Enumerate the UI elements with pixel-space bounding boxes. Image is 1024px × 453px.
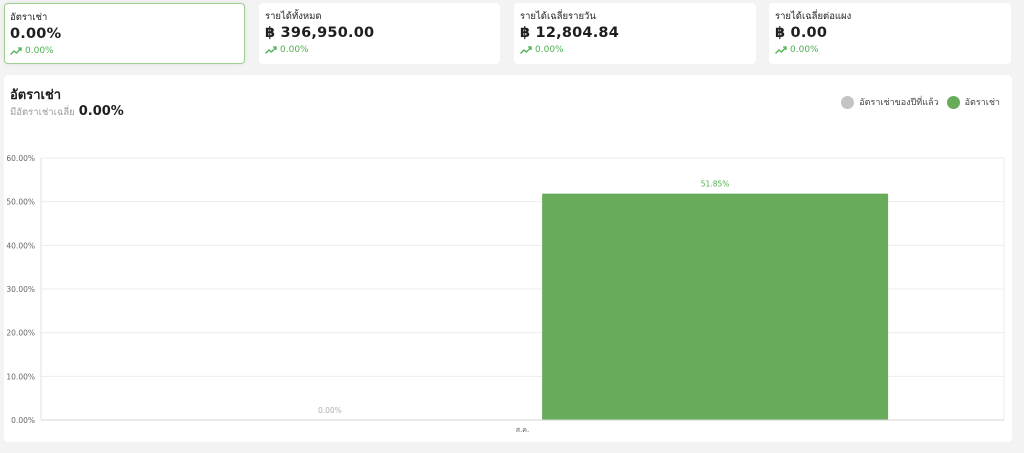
card-change-value: 0.00% bbox=[535, 45, 564, 55]
card-value: ฿ 12,804.84 bbox=[520, 25, 619, 41]
y-tick-label: 50.00% bbox=[6, 198, 35, 207]
card-change: 0.00% bbox=[775, 44, 1005, 56]
card-change-value: 0.00% bbox=[280, 45, 309, 55]
legend-label: อัตราเช่าของปีที่แล้ว bbox=[859, 98, 939, 108]
card-value: ฿ 396,950.00 bbox=[265, 25, 375, 41]
legend-label: อัตราเช่า bbox=[964, 98, 1000, 108]
average-occupancy: มีอัตราเช่าเฉลี่ย 0.00% bbox=[10, 104, 124, 120]
data-label: 51.85% bbox=[701, 180, 730, 189]
y-tick-label: 60.00% bbox=[6, 154, 35, 163]
card-average-revenue-per-stall[interactable]: รายได้เฉลี่ยต่อแผง ฿ 0.00 0.00% bbox=[769, 3, 1011, 64]
data-label: 0.00% bbox=[318, 406, 342, 415]
card-label: รายได้ทั้งหมด bbox=[265, 11, 322, 22]
legend-dot-icon bbox=[946, 95, 960, 109]
trending-up-icon bbox=[520, 46, 532, 54]
legend-item-current[interactable]: อัตราเช่า bbox=[946, 95, 1000, 109]
average-label: มีอัตราเช่าเฉลี่ย bbox=[10, 107, 75, 118]
card-change-value: 0.00% bbox=[25, 46, 54, 56]
average-value: 0.00% bbox=[78, 104, 124, 119]
panel-title: อัตราเช่า bbox=[10, 88, 62, 103]
y-tick-label: 30.00% bbox=[6, 285, 35, 294]
card-change: 0.00% bbox=[265, 44, 494, 56]
trending-up-icon bbox=[775, 46, 787, 54]
card-total-revenue[interactable]: รายได้ทั้งหมด ฿ 396,950.00 0.00% bbox=[259, 3, 500, 64]
card-value: ฿ 0.00 bbox=[775, 25, 828, 41]
card-occupancy-rate[interactable]: อัตราเช่า 0.00% 0.00% bbox=[4, 3, 245, 64]
y-tick-label: 20.00% bbox=[6, 329, 35, 338]
occupancy-bar-chart: 0.00% 10.00% 20.00% 30.00% 40.00% 50.00% 60.00… bbox=[6, 154, 1005, 434]
occupancy-chart-panel: อัตราเช่า มีอัตราเช่าเฉลี่ย 0.00% อัตราเ… bbox=[4, 75, 1012, 442]
chart-legend: อัตราเช่าของปีที่แล้ว อัตราเช่า bbox=[833, 95, 1000, 109]
card-change: 0.00% bbox=[520, 44, 750, 56]
trending-up-icon bbox=[265, 46, 277, 54]
card-value: 0.00% bbox=[10, 26, 62, 42]
card-change: 0.00% bbox=[10, 45, 238, 57]
y-tick-label: 0.00% bbox=[11, 416, 35, 425]
legend-item-last-year[interactable]: อัตราเช่าของปีที่แล้ว bbox=[841, 95, 939, 109]
legend-dot-icon bbox=[841, 95, 855, 109]
card-label: รายได้เฉลี่ยต่อแผง bbox=[775, 11, 852, 22]
summary-cards: อัตราเช่า 0.00% 0.00% รายได้ทั้งหมด ฿ 39… bbox=[4, 3, 1012, 64]
card-label: อัตราเช่า bbox=[10, 12, 48, 23]
card-label: รายได้เฉลี่ยรายวัน bbox=[520, 11, 596, 22]
card-change-value: 0.00% bbox=[790, 45, 819, 55]
x-tick-label: ส.ค. bbox=[516, 426, 529, 434]
y-tick-label: 10.00% bbox=[6, 372, 35, 381]
y-tick-label: 40.00% bbox=[6, 241, 35, 250]
trending-up-icon bbox=[10, 47, 22, 55]
bar-1 bbox=[542, 193, 889, 420]
card-daily-average-revenue[interactable]: รายได้เฉลี่ยรายวัน ฿ 12,804.84 0.00% bbox=[514, 3, 756, 64]
